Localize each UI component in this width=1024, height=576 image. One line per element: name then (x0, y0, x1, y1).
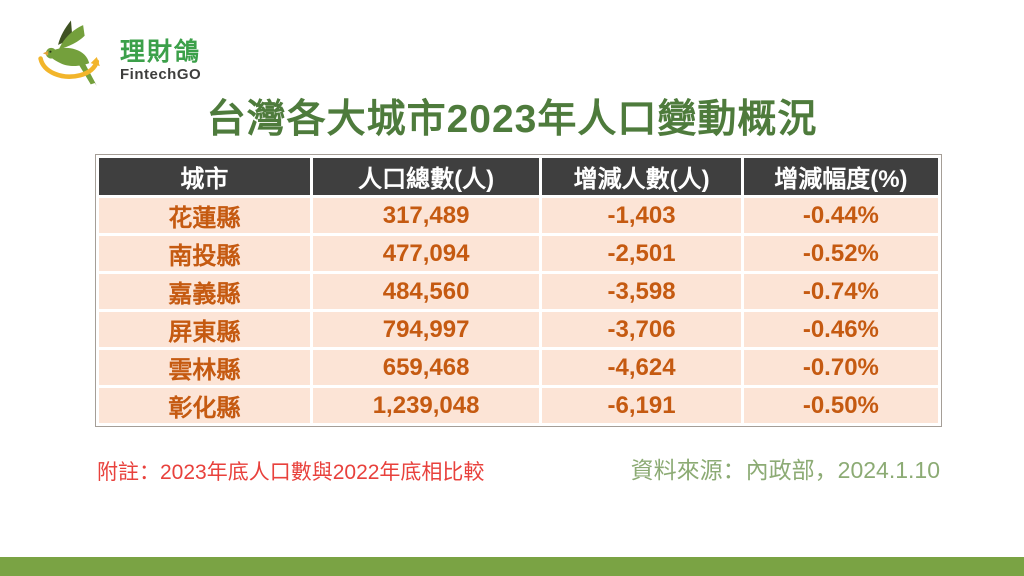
fintechgo-logo: 理財鴿 FintechGO (36, 14, 201, 94)
cell-change-count: -2,501 (542, 236, 741, 271)
dove-icon (38, 20, 100, 86)
cell-population-total: 794,997 (312, 312, 540, 347)
table-row: 屏東縣 794,997 -3,706 -0.46% (99, 312, 938, 347)
header-change-percent: 增減幅度(%) (743, 158, 938, 195)
footnote: 附註：2023年底人口數與2022年底相比較 (97, 461, 485, 484)
cell-change-count: -1,403 (542, 198, 741, 233)
header-change-count: 增減人數(人) (542, 158, 741, 195)
cell-population-total: 659,468 (312, 350, 540, 385)
cell-city: 彰化縣 (99, 388, 310, 423)
cell-change-percent: -0.52% (743, 236, 938, 271)
table-row: 彰化縣 1,239,048 -6,191 -0.50% (99, 388, 938, 423)
footer-bar (0, 557, 1024, 576)
cell-population-total: 477,094 (312, 236, 540, 271)
page-title: 台灣各大城市2023年人口變動概況 (206, 98, 818, 141)
cell-population-total: 1,239,048 (312, 388, 540, 423)
table-row: 花蓮縣 317,489 -1,403 -0.44% (99, 198, 938, 233)
cell-change-percent: -0.50% (743, 388, 938, 423)
data-source: 資料來源：內政部，2024.1.10 (630, 457, 940, 483)
header-population-total: 人口總數(人) (312, 158, 540, 195)
population-table: 城市 人口總數(人) 增減人數(人) 增減幅度(%) 花蓮縣 317,489 -1,… (95, 154, 942, 427)
cell-change-count: -4,624 (542, 350, 741, 385)
cell-city: 雲林縣 (99, 350, 310, 385)
table-body: 花蓮縣 317,489 -1,403 -0.44% 南投縣 477,094 -2,501 -0… (99, 198, 938, 423)
table-row: 南投縣 477,094 -2,501 -0.52% (99, 236, 938, 271)
cell-city: 屏東縣 (99, 312, 310, 347)
table-header-row: 城市 人口總數(人) 增減人數(人) 增減幅度(%) (99, 158, 938, 195)
brand-name-en: FintechGO (120, 66, 202, 83)
table-row: 雲林縣 659,468 -4,624 -0.70% (99, 350, 938, 385)
cell-city: 嘉義縣 (99, 274, 310, 309)
cell-change-count: -3,598 (542, 274, 741, 309)
header-city: 城市 (99, 158, 310, 195)
cell-change-count: -6,191 (542, 388, 741, 423)
cell-change-percent: -0.74% (743, 274, 938, 309)
cell-population-total: 317,489 (312, 198, 540, 233)
cell-city: 南投縣 (99, 236, 310, 271)
logo-text: 理財鴿 FintechGO (120, 38, 201, 84)
brand-name-zh: 理財鴿 (120, 38, 202, 66)
cell-change-percent: -0.44% (743, 198, 938, 233)
cell-population-total: 484,560 (312, 274, 540, 309)
table-row: 嘉義縣 484,560 -3,598 -0.74% (99, 274, 938, 309)
cell-change-count: -3,706 (542, 312, 741, 347)
cell-city: 花蓮縣 (99, 198, 310, 233)
cell-change-percent: -0.70% (743, 350, 938, 385)
cell-change-percent: -0.46% (743, 312, 938, 347)
